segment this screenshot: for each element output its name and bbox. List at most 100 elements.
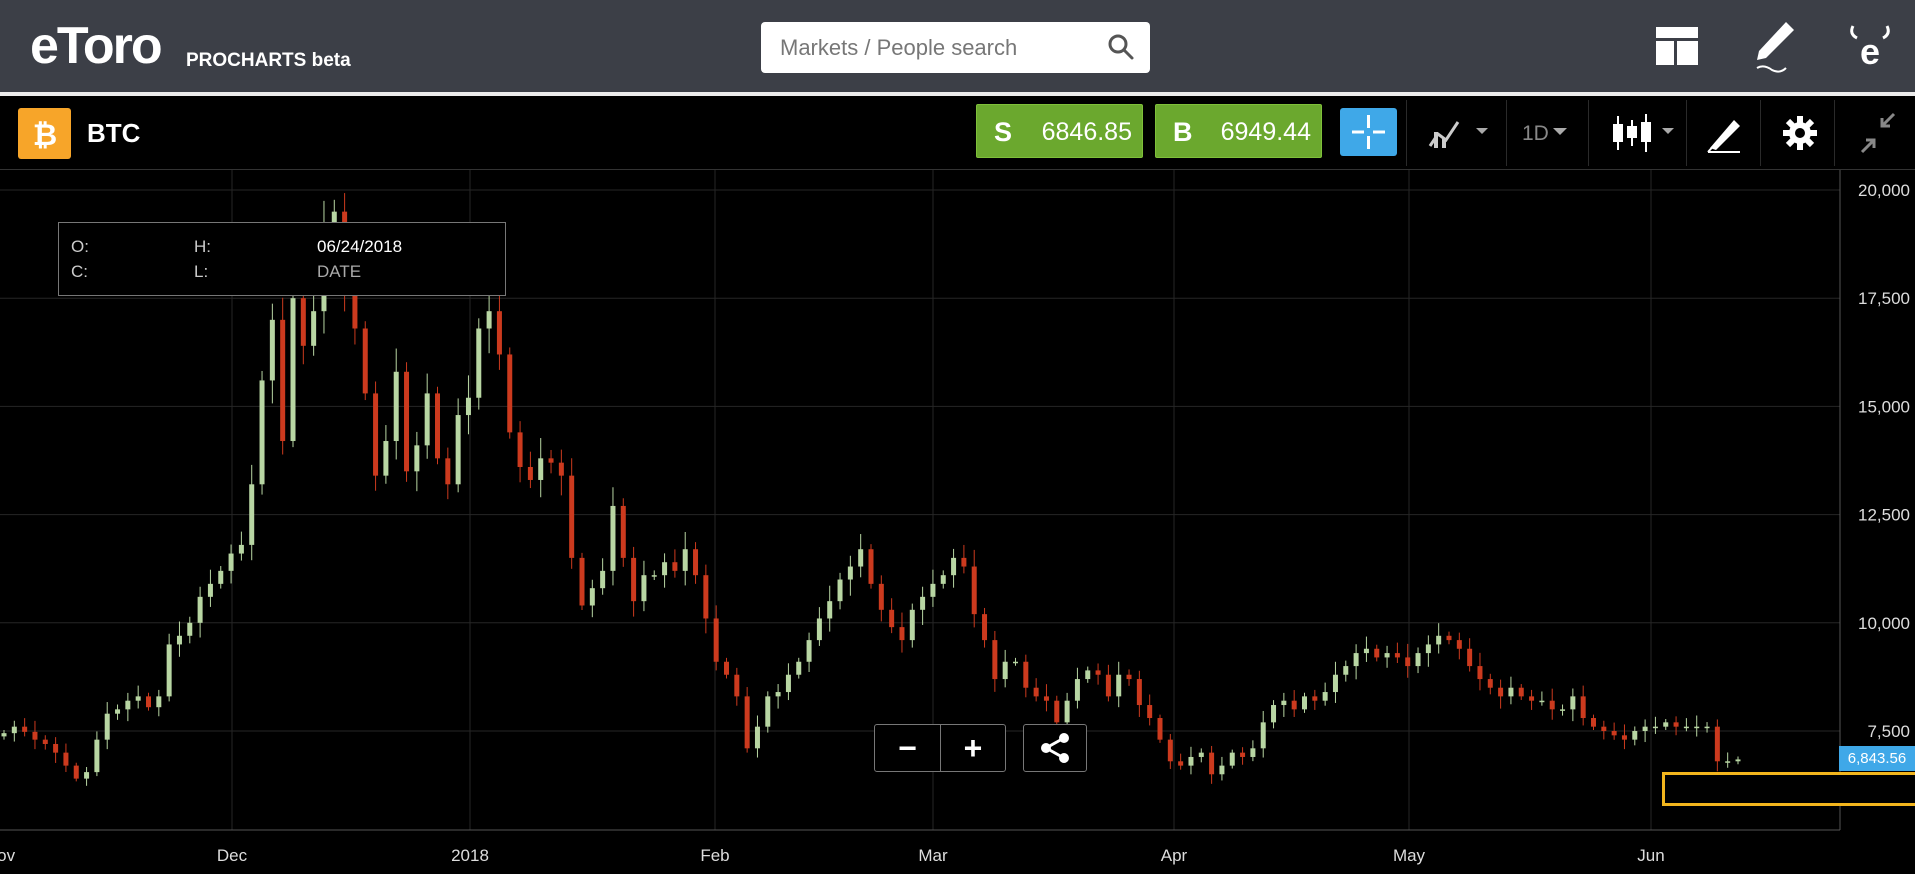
candle [538, 438, 544, 498]
gear-icon[interactable] [1782, 104, 1818, 162]
candle [1621, 724, 1627, 750]
layout-icon[interactable] [1655, 26, 1699, 66]
candle [1415, 647, 1421, 674]
candle [1694, 715, 1700, 737]
candle [930, 569, 936, 607]
x-tick-label: Jun [1637, 846, 1664, 865]
bitcoin-icon: ₿ [18, 108, 71, 159]
candle [1384, 645, 1390, 668]
candle [1312, 689, 1318, 710]
candle [166, 633, 172, 702]
candle [383, 425, 389, 484]
price-chart[interactable]: 20,000 17,500 15,000 12,500 10,000 7,500 Nov De… [0, 170, 1915, 869]
share-button[interactable] [1023, 724, 1087, 772]
drawing-tools-icon[interactable] [1704, 104, 1744, 162]
x-tick-label: 2018 [451, 846, 489, 865]
candle [228, 544, 234, 584]
candle [11, 720, 17, 742]
candle [404, 362, 410, 482]
buy-price: 6949.44 [1220, 118, 1311, 146]
y-tick-label: 20,000 [1858, 181, 1910, 200]
candle [53, 737, 59, 763]
indicators-icon[interactable] [1424, 104, 1494, 162]
collapse-icon[interactable] [1856, 104, 1900, 162]
candle [837, 572, 843, 610]
candlestick-type-icon[interactable] [1608, 104, 1678, 162]
search-input[interactable] [761, 22, 1150, 73]
candle [858, 534, 864, 578]
edit-icon[interactable] [1752, 18, 1798, 76]
zoom-in-button[interactable]: + [963, 730, 983, 766]
candle [414, 431, 420, 492]
candle [1425, 635, 1431, 667]
candle [517, 421, 523, 483]
candle [1436, 623, 1442, 654]
high-label: H: [194, 237, 211, 256]
candle [1250, 740, 1256, 762]
candle [693, 542, 699, 584]
candle [125, 692, 131, 722]
candle [971, 549, 977, 628]
candle [280, 297, 286, 455]
candle [218, 566, 224, 589]
candle [1487, 673, 1493, 695]
candle [476, 318, 482, 410]
open-label: O: [71, 237, 89, 256]
candle [961, 544, 967, 574]
candle [1591, 714, 1596, 730]
candle [1105, 664, 1111, 702]
candle [992, 630, 998, 692]
candle [187, 616, 193, 644]
candle [1198, 748, 1204, 763]
candle [1054, 695, 1060, 729]
candle [1209, 745, 1215, 784]
etoro-e-icon[interactable]: e [1847, 20, 1893, 72]
candle [146, 692, 151, 711]
candle [558, 449, 564, 496]
x-tick-label: Apr [1161, 846, 1188, 865]
candle [775, 684, 781, 709]
candle [754, 715, 760, 758]
candle [744, 687, 750, 753]
candle [1043, 684, 1049, 712]
candle [796, 657, 802, 679]
search-icon[interactable] [1107, 33, 1135, 61]
candle [1405, 643, 1411, 678]
candle [1332, 661, 1338, 703]
x-tick-label: Dec [217, 846, 248, 865]
candle [94, 731, 100, 777]
candle [1467, 638, 1473, 672]
candle [600, 558, 606, 595]
buy-label: B [1173, 117, 1193, 147]
sell-price: 6846.85 [1041, 118, 1132, 146]
sell-label: S [994, 117, 1013, 147]
candle [899, 612, 905, 653]
candle [1002, 649, 1008, 688]
candle [1178, 753, 1184, 770]
candle [548, 449, 554, 474]
etoro-logo[interactable]: eToro [30, 17, 163, 75]
zoom-out-button[interactable]: − [898, 730, 917, 766]
candle [1394, 642, 1400, 663]
interval-dropdown[interactable]: 1D [1522, 122, 1549, 145]
candle [620, 498, 626, 567]
candle [1136, 670, 1142, 717]
buy-button[interactable]: B 6949.44 [1155, 104, 1322, 158]
candle [84, 767, 90, 786]
svg-text:₿: ₿ [32, 119, 56, 152]
candle [311, 291, 317, 356]
candle [1456, 632, 1462, 660]
candle [238, 531, 244, 561]
candle [1188, 746, 1194, 775]
candle [1704, 722, 1710, 733]
instrument-symbol: BTC [87, 118, 141, 148]
candle [1157, 714, 1163, 743]
candle [1632, 726, 1638, 746]
sell-button[interactable]: S 6846.85 [976, 104, 1143, 158]
zoom-controls: − + [874, 724, 1006, 772]
chevron-down-icon[interactable] [1550, 104, 1570, 162]
crosshair-button[interactable] [1340, 108, 1397, 156]
candle [1023, 654, 1029, 698]
candle [631, 546, 637, 617]
ohlc-info-box: O: H: 06/24/2018 C: L: DATE [58, 222, 506, 296]
